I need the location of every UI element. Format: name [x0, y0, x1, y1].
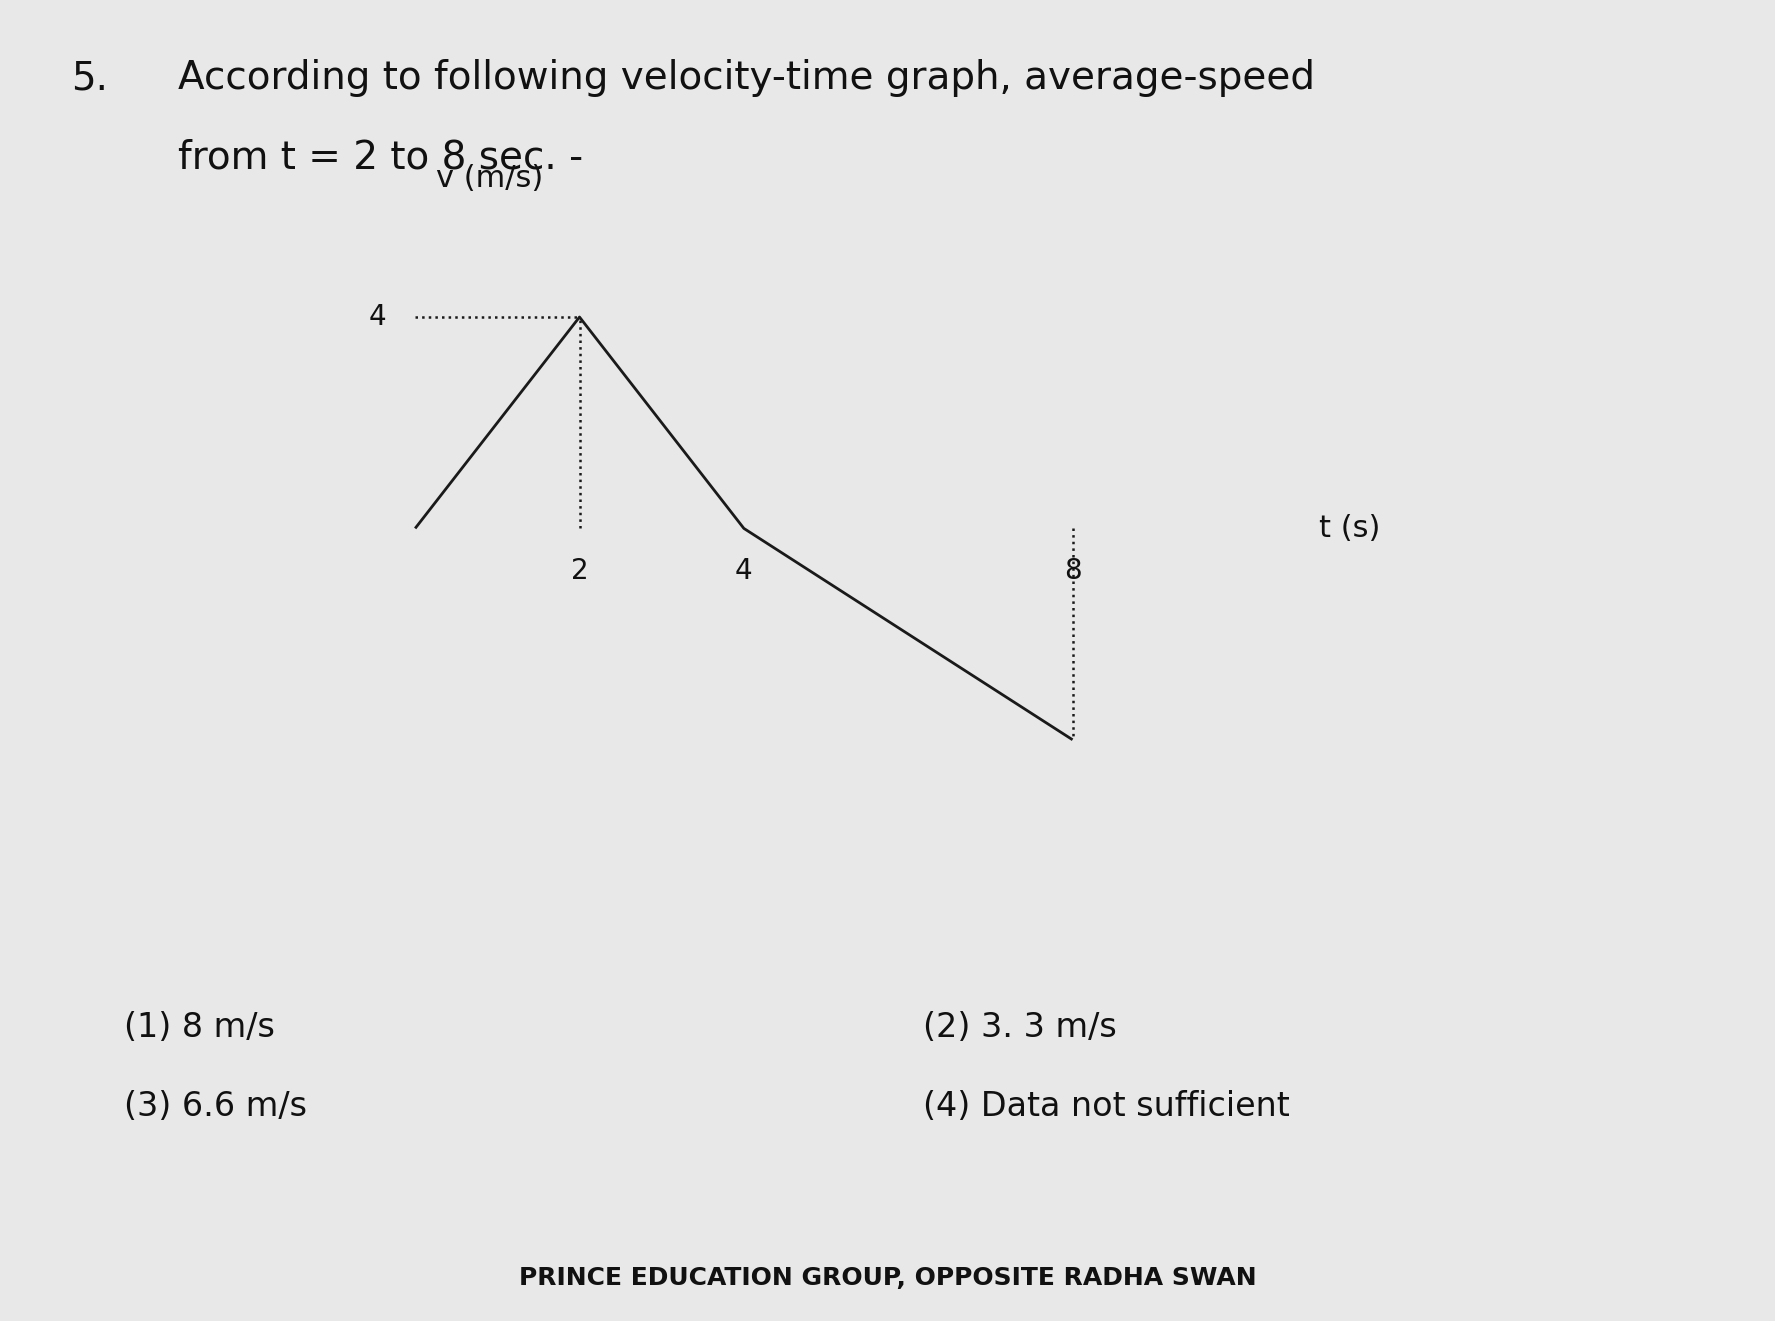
- Text: (1) 8 m/s: (1) 8 m/s: [124, 1011, 275, 1044]
- Text: (4) Data not sufficient: (4) Data not sufficient: [923, 1090, 1290, 1123]
- Text: According to following velocity-time graph, average-speed: According to following velocity-time gra…: [178, 59, 1315, 98]
- Text: (2) 3. 3 m/s: (2) 3. 3 m/s: [923, 1011, 1116, 1044]
- Text: t (s): t (s): [1319, 514, 1381, 543]
- Text: 5.: 5.: [71, 59, 108, 98]
- Text: 4: 4: [369, 303, 387, 332]
- Text: v (m/s): v (m/s): [435, 164, 543, 193]
- Text: PRINCE EDUCATION GROUP, OPPOSITE RADHA SWAN: PRINCE EDUCATION GROUP, OPPOSITE RADHA S…: [518, 1266, 1257, 1291]
- Text: 2: 2: [572, 557, 588, 585]
- Text: (3) 6.6 m/s: (3) 6.6 m/s: [124, 1090, 307, 1123]
- Text: 8: 8: [1063, 557, 1081, 585]
- Text: 4: 4: [735, 557, 753, 585]
- Text: from t = 2 to 8 sec. -: from t = 2 to 8 sec. -: [178, 139, 582, 177]
